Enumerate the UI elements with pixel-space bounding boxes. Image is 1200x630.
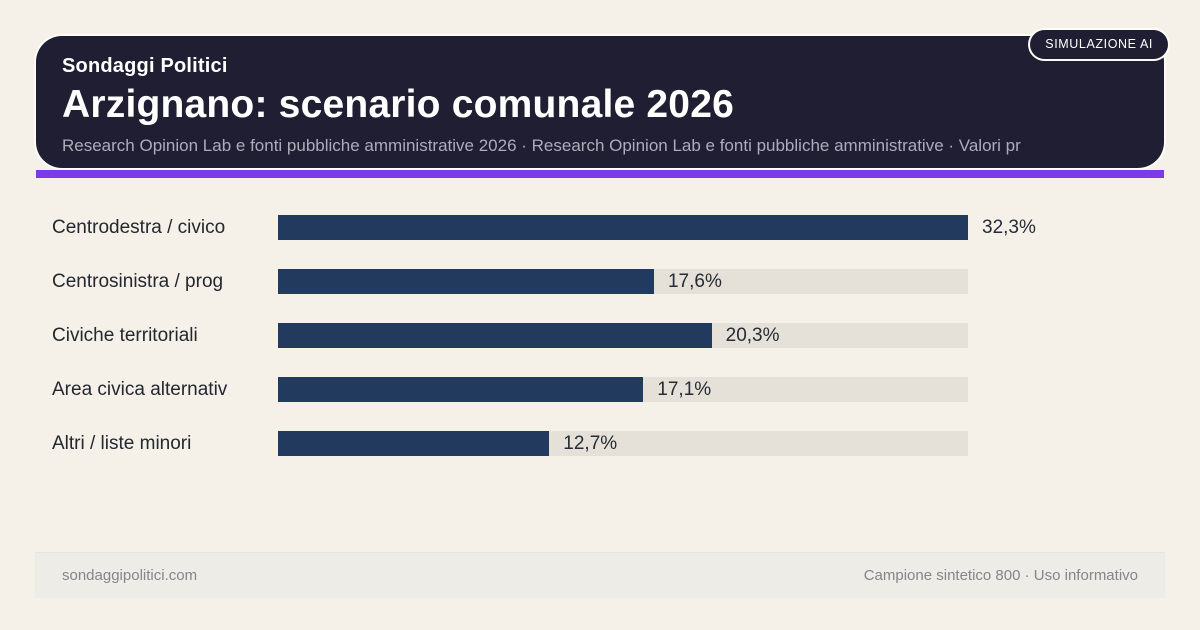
footer-site: sondaggipolitici.com xyxy=(62,567,198,584)
footer-note: Campione sintetico 800 · Uso informativo xyxy=(863,567,1138,584)
bar-fill xyxy=(278,431,550,456)
category-label: Altri / liste minori xyxy=(52,432,192,454)
bar-fill xyxy=(278,269,654,294)
category-label: Centrodestra / civico xyxy=(52,216,226,238)
bar-track: 32,3% xyxy=(278,215,1036,240)
simulation-badge: SIMULAZIONE AI xyxy=(1030,30,1168,59)
value-label: 17,6% xyxy=(667,271,722,292)
chart-row: Centrodestra / civico 32,3% xyxy=(52,215,1162,240)
chart-row: Altri / liste minori 12,7% xyxy=(52,431,1162,456)
value-label: 12,7% xyxy=(563,433,618,454)
category-label: Area civica alternativ xyxy=(52,378,228,400)
bar-track: 12,7% xyxy=(278,431,968,456)
value-label: 32,3% xyxy=(982,217,1036,238)
bar-track: 17,1% xyxy=(278,377,968,402)
category-label: Centrosinistra / prog xyxy=(52,270,224,292)
bar-track: 20,3% xyxy=(278,323,968,348)
subtitle: Research Opinion Lab e fonti pubbliche a… xyxy=(62,136,1021,155)
bar-fill xyxy=(278,323,712,348)
accent-bar xyxy=(36,170,1164,178)
page-title: Arzignano: scenario comunale 2026 xyxy=(62,83,734,126)
chart-row: Centrosinistra / prog 17,6% xyxy=(52,269,1162,294)
footer: sondaggipolitici.com Campione sintetico … xyxy=(35,552,1165,598)
bar-chart: Centrodestra / civico 32,3% Centrosinist… xyxy=(52,215,1162,485)
bar-track: 17,6% xyxy=(278,269,968,294)
bar-fill xyxy=(278,377,644,402)
chart-row: Area civica alternativ 17,1% xyxy=(52,377,1162,402)
value-label: 20,3% xyxy=(725,325,780,346)
value-label: 17,1% xyxy=(657,379,712,400)
bar-fill xyxy=(278,215,968,240)
header-card: Sondaggi Politici Arzignano: scenario co… xyxy=(36,36,1164,168)
chart-row: Civiche territoriali 20,3% xyxy=(52,323,1162,348)
category-label: Civiche territoriali xyxy=(52,324,198,346)
kicker: Sondaggi Politici xyxy=(62,55,228,77)
